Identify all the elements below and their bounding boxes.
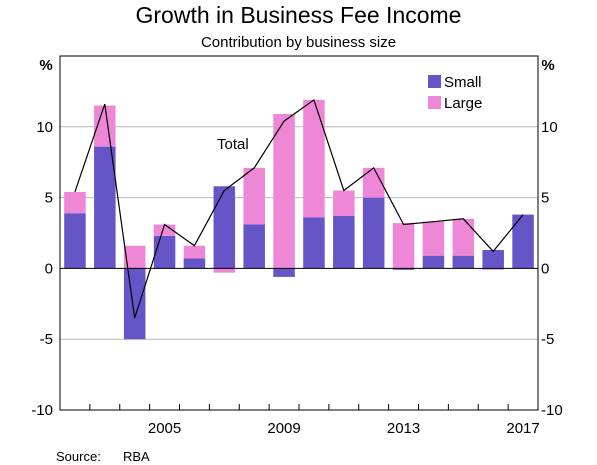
- source-text: RBA: [123, 449, 150, 464]
- axes: -10 -10 -5 -5 0 0 5 5 10 10 2005 2009 2013 2017: [31, 55, 563, 437]
- bar-large-2004: [123, 245, 146, 269]
- x-tick-label: 2009: [267, 420, 300, 437]
- bar-large-2014: [422, 221, 445, 256]
- bar-small-2004: [123, 268, 146, 340]
- bar-large-2003: [94, 105, 116, 147]
- source-label: Source:: [56, 449, 101, 464]
- bar-large-2016: [482, 268, 504, 270]
- bar-small-2015: [452, 255, 475, 269]
- y-unit-right: %: [541, 57, 554, 74]
- bar-large-2005: [153, 224, 176, 236]
- bar-small-2002: [64, 213, 86, 269]
- legend-label-large: Large: [444, 95, 482, 112]
- bar-small-2013: [392, 268, 415, 270]
- y-tick-right: 5: [541, 190, 549, 207]
- y-tick-left: 5: [45, 190, 53, 207]
- bar-small-2016: [482, 249, 504, 269]
- y-tick-right: 0: [541, 260, 549, 277]
- bar-large-2012: [362, 167, 385, 198]
- y-tick-right: -10: [541, 402, 563, 419]
- bar-small-2009: [273, 268, 295, 277]
- y-tick-left: -5: [40, 331, 53, 348]
- bar-small-2011: [333, 216, 355, 269]
- bar-large-2013: [392, 223, 415, 269]
- bar-small-2005: [153, 235, 176, 269]
- chart-title: Growth in Business Fee Income: [136, 2, 462, 28]
- bar-small-2006: [183, 258, 206, 269]
- bar-large-2006: [183, 245, 206, 259]
- bar-small-2010: [303, 217, 325, 269]
- bar-large-2011: [333, 190, 355, 217]
- bar-small-2007: [213, 186, 236, 269]
- legend-swatch-large: [428, 96, 441, 109]
- bar-small-2003: [94, 146, 116, 269]
- y-unit-left: %: [39, 57, 52, 74]
- legend-swatch-small: [428, 75, 441, 88]
- y-tick-left: 0: [45, 260, 53, 277]
- legend-label-small: Small: [444, 74, 482, 91]
- total-line: [74, 98, 524, 319]
- y-tick-left: -10: [31, 402, 53, 419]
- bar-large-2015: [452, 218, 475, 256]
- y-tick-right: -5: [541, 331, 554, 348]
- legend: Small Large: [428, 74, 482, 112]
- bar-large-2007: [213, 268, 236, 273]
- total-line-group: [74, 98, 524, 319]
- x-tick-label: 2005: [148, 420, 181, 437]
- bar-small-2012: [362, 197, 385, 269]
- x-tick-label: 2017: [506, 420, 539, 437]
- total-annotation: Total: [217, 136, 249, 153]
- bar-large-2002: [64, 191, 86, 214]
- bar-large-2010: [303, 99, 325, 218]
- bars: [64, 99, 534, 340]
- chart-subtitle: Contribution by business size: [201, 34, 396, 51]
- y-tick-left: 10: [36, 119, 53, 136]
- bar-large-2008: [243, 167, 265, 225]
- bar-large-2009: [273, 114, 295, 269]
- bar-small-2008: [243, 224, 265, 269]
- bar-small-2014: [422, 255, 445, 269]
- bar-small-2017: [512, 214, 534, 269]
- y-tick-right: 10: [541, 119, 558, 136]
- x-tick-label: 2013: [387, 420, 420, 437]
